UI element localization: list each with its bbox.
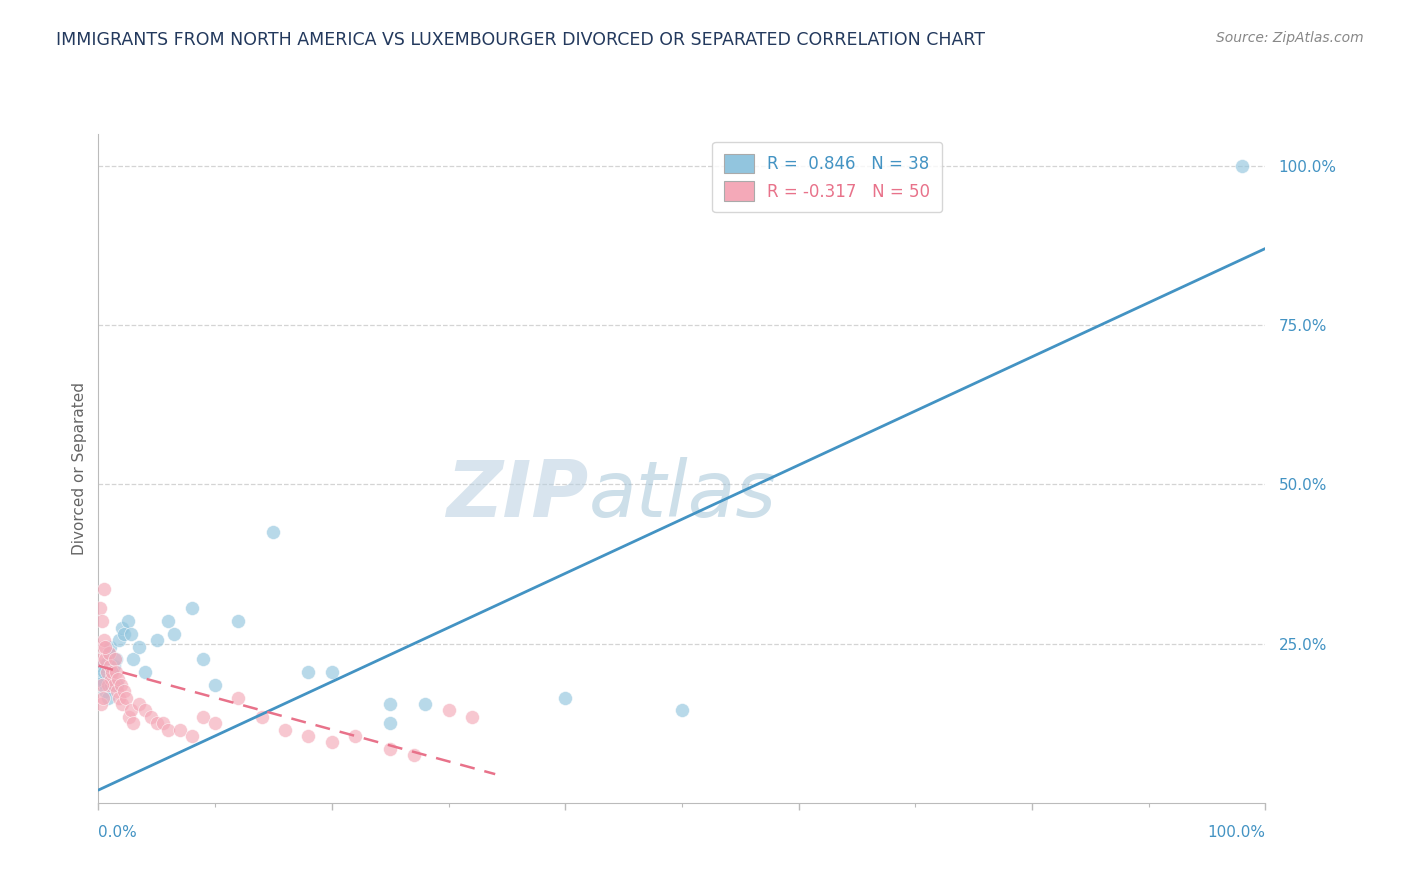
Y-axis label: Divorced or Separated: Divorced or Separated [72,382,87,555]
Point [90,678,112,692]
Point [107,672,129,686]
Point [139,710,162,724]
Point [193,652,215,666]
Point [122,652,145,666]
Legend: Immigrants from North America, Luxembourgers: Immigrants from North America, Luxembour… [388,888,859,892]
Point [180,601,202,615]
Point [105,678,128,692]
Point [115,690,138,705]
Point [100,678,122,692]
Point [100,672,122,686]
Point [96,656,118,670]
Point [104,665,127,680]
Point [1230,159,1253,173]
Point [157,614,180,628]
Point [104,652,127,666]
Point [90,658,112,673]
Point [108,633,131,648]
Point [228,690,250,705]
Point [93,582,115,597]
Point [134,703,156,717]
Point [128,640,150,654]
Point [103,678,125,692]
Point [93,633,115,648]
Text: atlas: atlas [589,457,776,533]
Point [169,723,191,737]
Point [97,690,120,705]
Point [111,697,134,711]
Point [94,684,117,698]
Point [120,703,142,717]
Point [157,723,180,737]
Point [461,710,484,724]
Point [134,665,156,680]
Point [118,710,141,724]
Text: Source: ZipAtlas.com: Source: ZipAtlas.com [1216,31,1364,45]
Point [110,678,132,692]
Point [94,652,117,666]
Point [204,716,226,731]
Point [117,614,139,628]
Point [180,729,202,743]
Point [193,710,215,724]
Point [91,674,114,689]
Point [378,697,402,711]
Point [163,627,186,641]
Point [91,690,114,705]
Point [122,716,145,731]
Text: 100.0%: 100.0% [1208,825,1265,840]
Point [146,716,169,731]
Text: ZIP: ZIP [446,457,589,533]
Point [112,684,135,698]
Point [111,621,134,635]
Point [90,697,112,711]
Point [90,652,112,666]
Point [94,640,117,654]
Point [97,646,120,660]
Point [671,703,693,717]
Point [90,672,112,686]
Point [297,729,319,743]
Point [96,665,118,680]
Point [101,665,124,680]
Point [98,658,121,673]
Point [554,690,576,705]
Point [105,684,128,698]
Text: IMMIGRANTS FROM NORTH AMERICA VS LUXEMBOURGER DIVORCED OR SEPARATED CORRELATION : IMMIGRANTS FROM NORTH AMERICA VS LUXEMBO… [56,31,986,49]
Point [120,627,142,641]
Point [93,665,115,680]
Point [104,652,127,666]
Point [108,690,131,705]
Point [90,614,112,628]
Point [128,697,150,711]
Point [274,723,297,737]
Point [146,633,169,648]
Point [413,697,436,711]
Point [91,640,114,654]
Point [97,646,120,660]
Point [378,741,402,756]
Point [321,735,343,749]
Point [228,614,250,628]
Point [204,678,226,692]
Point [262,524,284,539]
Point [250,710,273,724]
Point [402,747,425,762]
Point [152,716,174,731]
Point [103,658,125,673]
Point [378,716,402,731]
Point [101,665,124,680]
Text: 0.0%: 0.0% [98,825,138,840]
Point [97,678,120,692]
Point [297,665,319,680]
Point [344,729,367,743]
Point [98,640,121,654]
Point [89,601,111,615]
Point [112,627,135,641]
Point [437,703,460,717]
Point [321,665,343,680]
